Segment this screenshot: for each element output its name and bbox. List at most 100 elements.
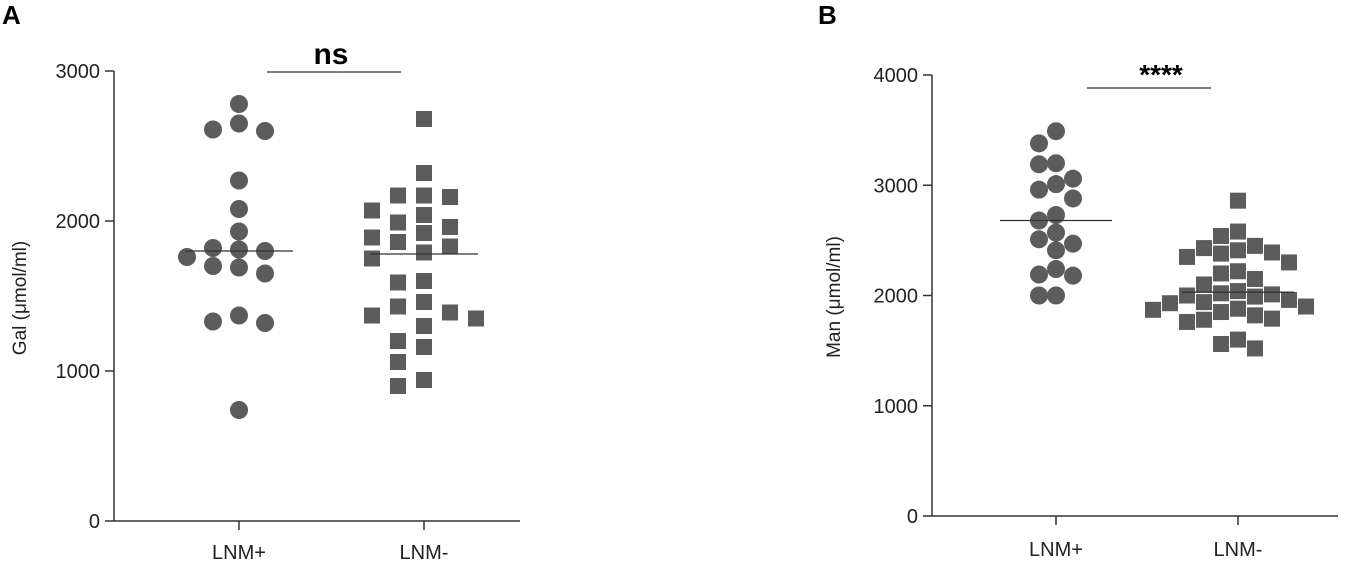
panel-a-circle-point [256,122,274,140]
panel-b-square-point [1179,287,1195,304]
panel-a-square-point [416,111,432,127]
panel-a-circle-point [230,258,248,277]
panel-a-circle-point [230,171,248,190]
panel-b-square-point [1196,311,1212,328]
panel-a-square-point [468,310,484,327]
panel-b-significance-label: **** [1139,59,1183,90]
panel-a-square-point [416,339,432,355]
panel-a-circle-point [204,312,222,331]
panel-a-square-point [364,307,380,324]
panel-a-circle-point [230,222,248,241]
panel-b-points [1000,122,1314,357]
panel-b-square-point [1230,283,1246,300]
panel-b-y-tick-label: 2000 [874,286,919,308]
panel-b-square-point [1247,270,1263,287]
panel-b-circle-point [1047,286,1065,305]
panel-b-square-point [1196,240,1212,257]
panel-a-circle-point [230,306,248,325]
panel-b-circle-point [1064,189,1082,208]
panel-b-square-point [1196,294,1212,311]
panel-b-square-point [1213,304,1229,321]
panel-a-square-point [390,333,406,349]
panel-b-square-point [1230,263,1246,280]
panel-a-square-point [390,298,406,315]
panel-a-square-point [416,244,432,261]
panel-b-circle-point [1047,241,1065,260]
panel-b-y-tick-label: 3000 [874,175,919,197]
panel-b-square-point [1247,237,1263,254]
panel-b: B Man (μmol/ml) 0 1000 2000 3000 4000 LNM+ LNM… [818,0,1338,561]
panel-a-square-point [390,187,406,204]
panel-a-label: A [2,0,21,30]
panel-b-circle-point [1030,180,1048,199]
panel-a-square-point [416,372,432,388]
panel-a-x-tick-label: LNM- [400,542,449,564]
panel-b-square-point [1213,336,1229,353]
panel-b-circle-point [1030,230,1048,249]
panel-b-y-tick-label: 4000 [874,65,919,87]
panel-a-circle-point [204,120,222,139]
panel-b-square-point [1247,288,1263,305]
panel-b-square-point [1247,307,1263,324]
panel-a-circle-point [230,240,248,259]
panel-b-square-point [1281,254,1297,271]
panel-b-circle-point [1047,223,1065,242]
panel-a-circle-point [230,95,248,113]
panel-a-square-point [416,294,432,310]
panel-b-circle-point [1047,206,1065,225]
panel-b-circle-point [1047,122,1065,141]
panel-b-square-point [1179,248,1195,265]
panel-a-square-point [416,207,432,223]
panel-b-square-point [1213,285,1229,302]
panel-b-square-point [1230,331,1246,348]
panel-b-square-point [1281,291,1297,308]
panel-b-circle-point [1030,155,1048,174]
panel-b-circle-point [1064,266,1082,285]
panel-b-y-tick-label: 1000 [874,396,919,418]
panel-a-circle-point [204,257,222,275]
panel-a-circle-point [230,401,248,419]
panel-a-square-point [390,274,406,291]
panel-b-square-point [1145,301,1161,318]
panel-a-y-axis-title: Gal (μmol/ml) [10,241,31,355]
panel-b-circle-point [1030,265,1048,284]
panel-a-square-point [416,318,432,334]
panel-b-square-point [1264,286,1280,303]
panel-a-square-point [416,225,432,241]
panel-a-square-point [390,378,406,394]
panel-b-square-point [1247,340,1263,357]
panel-b-square-point [1213,227,1229,244]
panel-a-circle-point [178,248,196,266]
panel-a-square-point [364,250,380,267]
panel-a-points [178,95,484,419]
panel-b-circle-point [1030,286,1048,305]
panel-a-square-point [416,273,432,289]
panel-b-square-point [1213,245,1229,262]
panel-a-square-point [364,229,380,246]
panel-a-square-point [416,187,432,204]
panel-b-axes: 0 1000 2000 3000 4000 LNM+ LNM- [874,65,1338,561]
panel-b-square-point [1264,310,1280,327]
panel-b-square-point [1230,242,1246,259]
panel-a-circle-point [230,200,248,218]
panel-a-circle-point [230,114,248,133]
panel-b-square-point [1196,276,1212,293]
panel-b-square-point [1230,192,1246,209]
panel-b-circle-point [1064,234,1082,253]
panel-a-significance-label: ns [313,38,348,71]
panel-a-circle-point [204,239,222,257]
panel-b-label: B [818,0,837,30]
panel-b-square-point [1264,244,1280,261]
panel-b-x-tick-label: LNM+ [1029,539,1083,561]
panel-b-square-point [1213,265,1229,282]
panel-a-square-point [442,189,458,205]
panel-b-square-point [1179,313,1195,330]
panel-a-square-point [390,354,406,370]
panel-a-y-tick-label: 3000 [56,61,101,83]
panel-a-y-tick-label: 1000 [56,361,101,383]
panel-a-square-point [390,234,406,250]
panel-a-square-point [390,214,406,231]
panel-b-x-tick-label: LNM- [1214,539,1263,561]
panel-b-square-point [1230,300,1246,317]
